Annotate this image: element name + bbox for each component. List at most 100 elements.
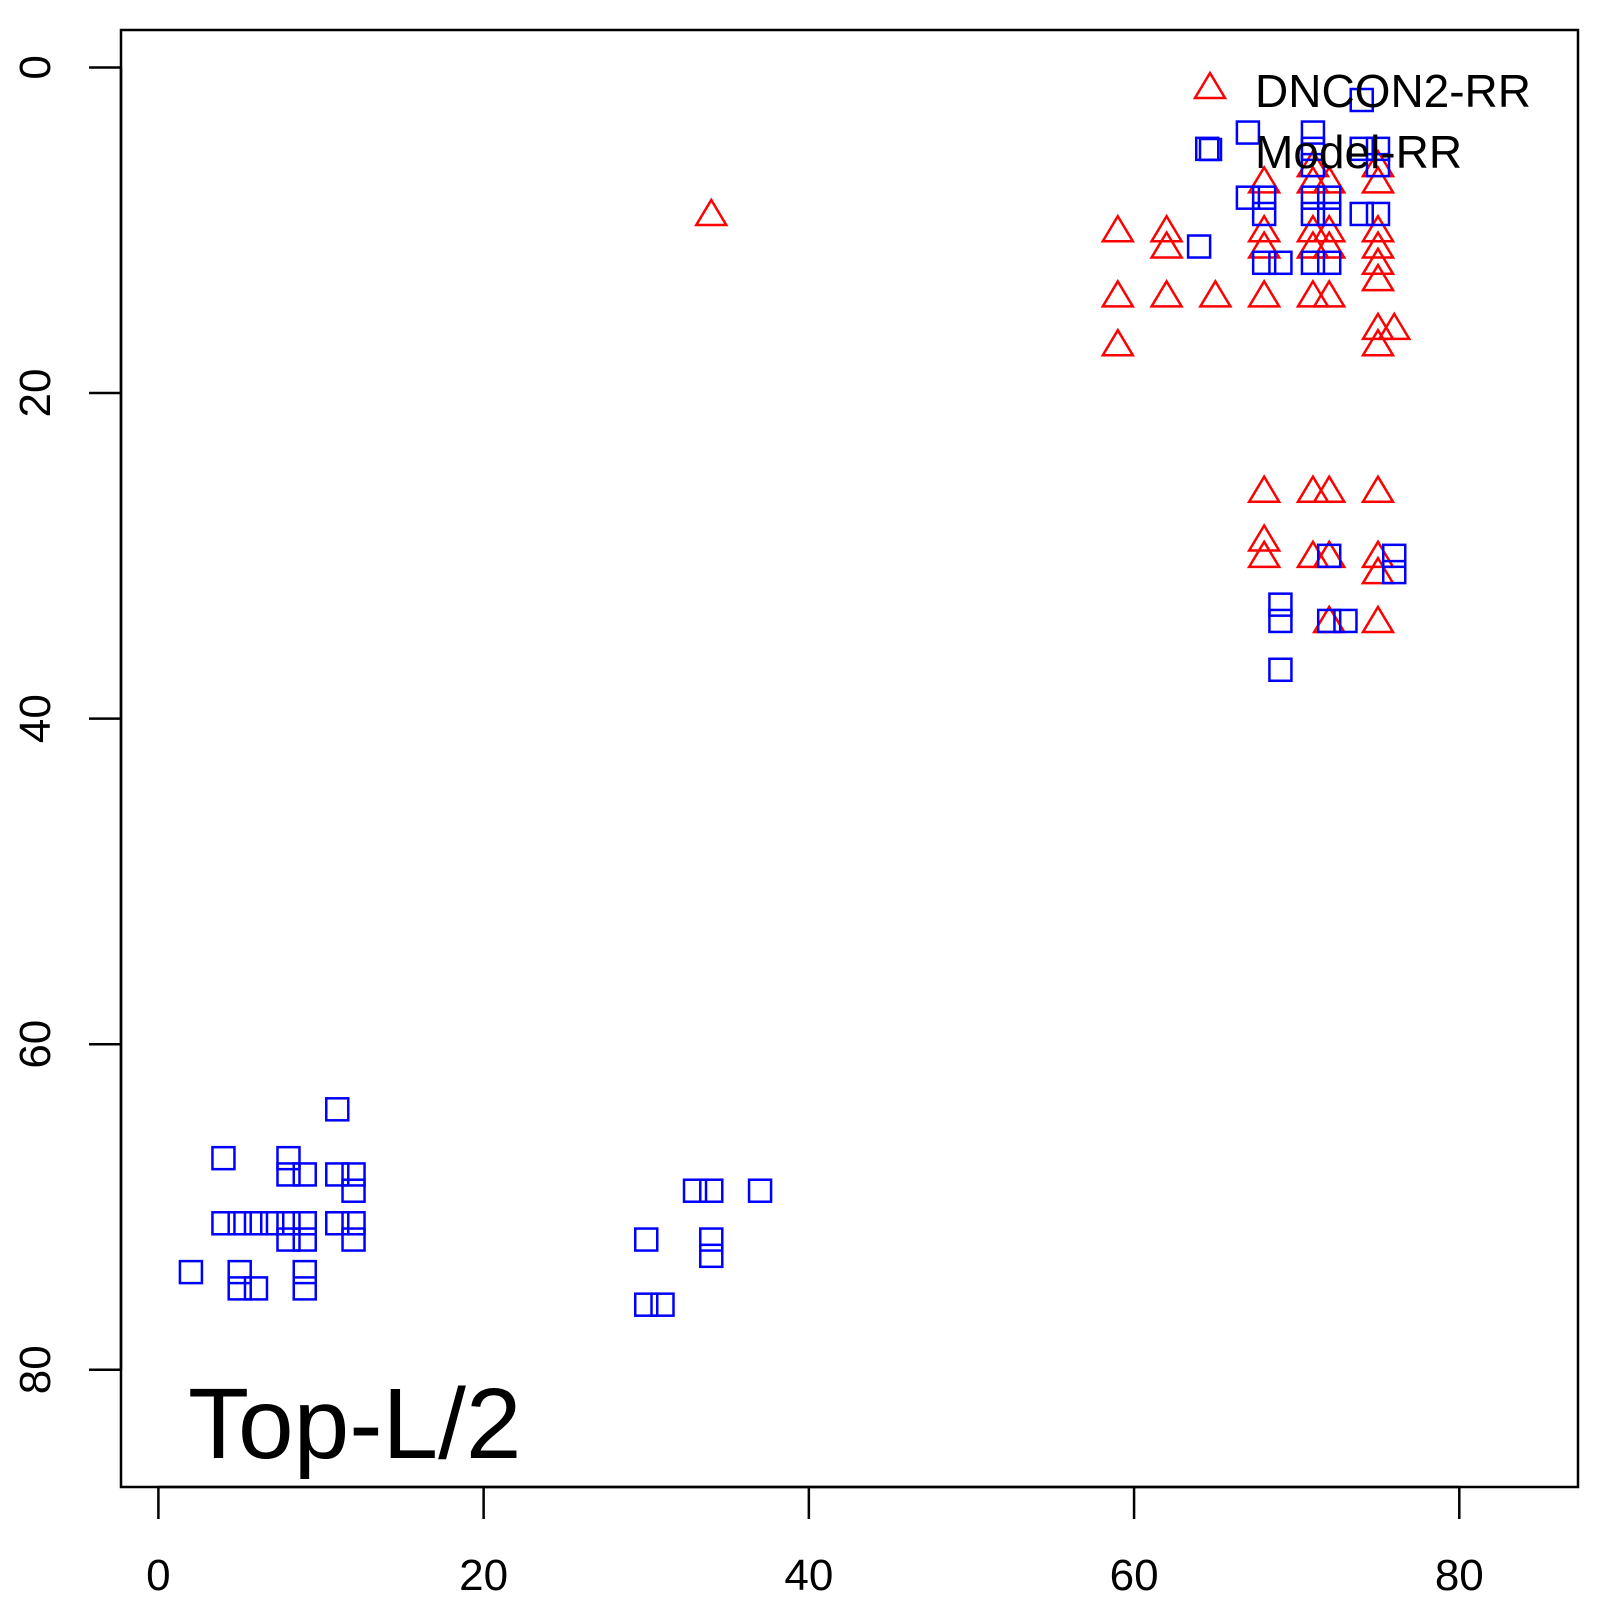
square-point: [341, 1162, 366, 1187]
x-tick-label: 60: [1110, 1551, 1159, 1600]
triangle-point: [1311, 164, 1347, 194]
triangle-point: [1360, 604, 1396, 634]
square-point: [699, 1227, 724, 1252]
square-point: [259, 1211, 285, 1236]
square-point: [1186, 234, 1212, 259]
plot-frame: [119, 28, 1580, 1489]
square-point: [1251, 185, 1277, 210]
triangle-point: [1100, 213, 1136, 243]
legend-label-dncon2: DNCON2-RR: [1255, 65, 1531, 117]
square-point: [1235, 185, 1261, 210]
square-point: [1365, 152, 1391, 178]
triangle-point: [1246, 539, 1282, 569]
triangle-point: [1360, 230, 1396, 259]
triangle-point: [1311, 474, 1347, 503]
square-point: [276, 1211, 301, 1236]
square-point: [1316, 201, 1342, 227]
triangle-point: [1100, 327, 1136, 357]
square-point: [211, 1145, 236, 1171]
square-point: [1268, 657, 1293, 683]
triangle-point: [1377, 311, 1412, 341]
square-point: [1268, 592, 1293, 617]
triangle-point: [694, 197, 729, 227]
triangle-point: [1246, 523, 1282, 552]
triangle-point: [1360, 213, 1396, 243]
x-tick-label: 20: [459, 1551, 508, 1600]
square-point: [276, 1145, 301, 1171]
square-point: [325, 1211, 350, 1236]
square-point: [1300, 136, 1326, 162]
square-point: [682, 1178, 708, 1203]
square-point: [341, 1227, 366, 1252]
legend-triangle-icon: [1192, 70, 1228, 100]
square-point: [1300, 185, 1326, 210]
square-point: [1365, 201, 1391, 227]
x-tick-label: 0: [146, 1551, 170, 1600]
triangle-point: [1311, 230, 1347, 259]
triangle-point: [1295, 474, 1331, 503]
square-point: [699, 1178, 724, 1203]
square-point: [747, 1178, 773, 1203]
square-point: [292, 1162, 318, 1187]
legend-square-icon: [1198, 137, 1223, 162]
y-tick-label: 60: [11, 1020, 60, 1069]
square-point: [1268, 250, 1293, 276]
square-point: [292, 1227, 318, 1252]
square-point: [1235, 120, 1261, 145]
square-point: [1316, 250, 1342, 276]
triangle-point: [1149, 230, 1184, 259]
square-point: [292, 1259, 318, 1285]
square-point: [1316, 543, 1342, 569]
triangle-point: [1246, 164, 1282, 194]
square-point: [325, 1097, 350, 1122]
x-tick-label: 40: [784, 1551, 833, 1600]
square-point: [699, 1243, 724, 1269]
square-point: [1300, 250, 1326, 276]
triangle-point: [1198, 278, 1233, 308]
square-point: [1300, 152, 1326, 178]
triangle-point: [1149, 213, 1184, 243]
triangle-point: [1246, 230, 1282, 259]
y-tick-label: 40: [11, 694, 60, 743]
square-point: [650, 1292, 675, 1317]
legend-label-model: Model-RR: [1255, 126, 1462, 178]
square-point: [1316, 608, 1342, 634]
square-point: [325, 1162, 350, 1187]
y-tick-label: 20: [11, 369, 60, 418]
triangle-point: [1311, 213, 1347, 243]
triangle-point: [1246, 213, 1282, 243]
square-point: [178, 1259, 204, 1285]
square-point: [227, 1211, 252, 1236]
square-point: [1365, 136, 1391, 162]
square-point: [227, 1276, 252, 1301]
square-point: [1349, 87, 1374, 113]
square-point: [227, 1259, 252, 1285]
triangle-point: [1360, 474, 1396, 503]
data-points: [178, 87, 1412, 1317]
x-tick-label: 80: [1435, 1551, 1484, 1600]
triangle-point: [1360, 262, 1396, 292]
legend: DNCON2-RR Model-RR: [1192, 65, 1531, 178]
square-point: [633, 1292, 659, 1317]
square-point: [1333, 608, 1358, 634]
square-point: [1349, 201, 1374, 227]
x-axis: 0 20 40 60 80: [146, 1485, 1484, 1600]
triangle-point: [1246, 474, 1282, 503]
y-tick-label: 80: [11, 1345, 60, 1394]
square-point: [1300, 201, 1326, 227]
square-point: [1381, 559, 1407, 585]
triangle-point: [1360, 246, 1396, 276]
triangle-point: [1360, 327, 1396, 357]
square-point: [1316, 185, 1342, 210]
square-point: [1381, 543, 1407, 569]
y-axis: 0 20 40 60 80: [11, 55, 123, 1394]
square-point: [292, 1276, 318, 1301]
triangle-point: [1295, 278, 1331, 308]
triangle-point: [1360, 311, 1396, 341]
square-point: [341, 1211, 366, 1236]
square-point: [1268, 608, 1293, 634]
triangle-point: [1360, 164, 1396, 194]
triangle-point: [1100, 278, 1136, 308]
triangle-point: [1246, 278, 1282, 308]
